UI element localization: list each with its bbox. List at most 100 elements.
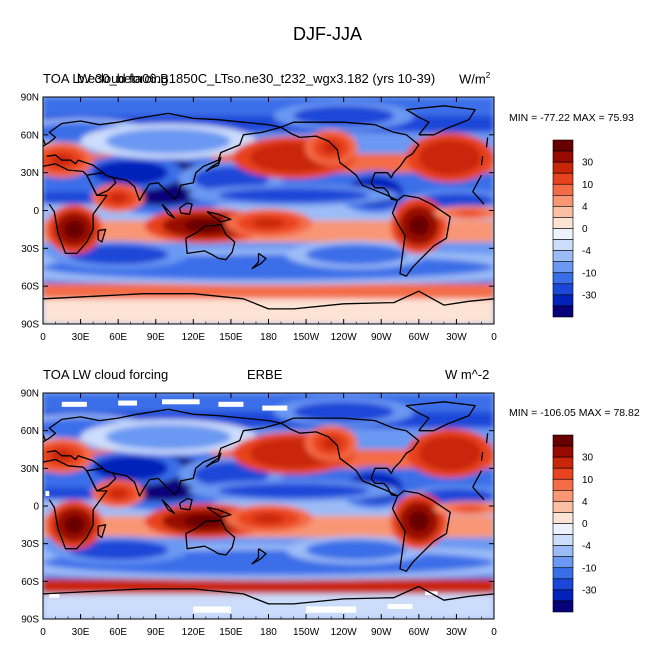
coastline	[405, 401, 476, 432]
coastline	[43, 163, 108, 255]
missing-data-patch	[262, 405, 288, 411]
panel1-units: W/m2	[459, 71, 490, 86]
colorbar-cell	[552, 294, 574, 307]
field-layer	[43, 97, 494, 324]
coastline	[205, 452, 222, 468]
colorbar-cell	[552, 456, 574, 469]
colorbar-cell	[552, 556, 574, 569]
colorbar-cell	[552, 600, 574, 613]
colorbar-cell	[552, 445, 574, 458]
coastline	[251, 252, 267, 270]
field-layer	[43, 393, 494, 619]
coastline	[480, 156, 484, 166]
field-blob-core	[212, 172, 250, 186]
missing-data-patch	[61, 401, 87, 407]
y-tick-label: 90S	[21, 320, 39, 331]
panel1-center-title: b.e30_beta06.B1850C_LTso.ne30_t232_wgx3.…	[77, 71, 436, 86]
field-blob-core	[93, 544, 144, 555]
x-tick-label: 0	[491, 627, 497, 638]
x-tick-label: 150W	[293, 627, 320, 638]
coastline	[86, 467, 117, 492]
colorbar-label: 10	[582, 180, 594, 191]
panel1-units-sup: 2	[485, 71, 491, 80]
field-blob-core	[437, 492, 476, 500]
y-tick-label: 30S	[21, 539, 39, 550]
field-blob-core	[212, 468, 250, 481]
colorbar-cell	[552, 478, 574, 491]
y-tick-label: 30N	[21, 464, 39, 475]
colorbar-cell	[552, 172, 574, 185]
y-tick-label: 0	[33, 206, 39, 217]
field-blob-core	[408, 511, 429, 532]
y-tick-label: 60N	[21, 426, 39, 437]
missing-data-patch	[387, 603, 413, 609]
coastline	[206, 211, 232, 223]
field-contours	[43, 393, 494, 619]
coastline	[206, 506, 232, 518]
x-tick-label: 30E	[72, 627, 90, 638]
colorbar-cell	[552, 239, 574, 251]
coastline	[472, 174, 483, 192]
colorbar-cell	[552, 139, 574, 152]
missing-data-patch	[306, 606, 357, 613]
field-blob-core	[434, 148, 466, 167]
coastline	[280, 121, 420, 202]
y-tick-label: 60N	[21, 130, 39, 141]
lat-band	[43, 283, 494, 299]
colorbar-cell	[552, 305, 574, 318]
x-tick-label: 120E	[182, 332, 206, 343]
coastline	[185, 223, 236, 261]
field-blob-core	[111, 166, 150, 179]
coastline	[43, 458, 108, 550]
field-blob-core	[64, 516, 85, 534]
colorbar-cell	[552, 523, 574, 535]
colorbar-cell	[552, 206, 574, 218]
y-tick-label: 90N	[21, 389, 39, 400]
coastline	[86, 172, 117, 197]
colorbar-cell	[552, 228, 574, 240]
colorbar-cell	[552, 195, 574, 207]
colorbar-label: -4	[582, 246, 591, 257]
missing-data-patch	[193, 606, 231, 613]
coastlines	[43, 401, 494, 605]
coastline	[391, 194, 451, 277]
coastline	[280, 417, 420, 497]
colorbar-cell	[552, 567, 574, 580]
colorbar-cell	[552, 183, 574, 196]
field-blob-core	[437, 196, 476, 205]
coastline	[251, 548, 267, 565]
colorbar-label: 0	[582, 519, 588, 530]
y-tick-label: 30N	[21, 168, 39, 179]
coastline	[43, 585, 494, 605]
x-tick-label: 60W	[409, 627, 430, 638]
field-blob-core	[108, 192, 128, 203]
field-blob-core	[255, 487, 332, 495]
field-blob-core	[252, 513, 285, 524]
field-blob-core	[93, 249, 144, 260]
coastline	[185, 519, 236, 556]
x-tick-label: 120W	[331, 627, 358, 638]
colorbar-label: -30	[582, 290, 597, 301]
colorbar-cell	[552, 150, 574, 163]
coastline	[97, 524, 107, 539]
panel2-minmax: MIN = -106.05 MAX = 78.82	[509, 407, 640, 419]
colorbar-label: 30	[582, 453, 594, 464]
field-blob-core	[64, 220, 85, 239]
colorbar-label: 10	[582, 475, 594, 486]
x-tick-label: 90W	[371, 332, 392, 343]
y-tick-label: 0	[33, 502, 39, 513]
x-tick-label: 0	[40, 332, 46, 343]
missing-data-patch	[49, 593, 60, 598]
figure-title: DJF-JJA	[293, 24, 362, 44]
y-tick-label: 30S	[21, 244, 39, 255]
x-tick-label: 180	[260, 332, 277, 343]
colorbar-label: 0	[582, 224, 588, 235]
colorbar-cell	[552, 534, 574, 546]
colorbar-cell	[552, 261, 574, 274]
coastline	[43, 290, 494, 310]
y-tick-label: 60S	[21, 282, 39, 293]
missing-data-patch	[218, 401, 244, 407]
colorbar-cell	[552, 250, 574, 262]
field-blob-core	[255, 191, 332, 200]
